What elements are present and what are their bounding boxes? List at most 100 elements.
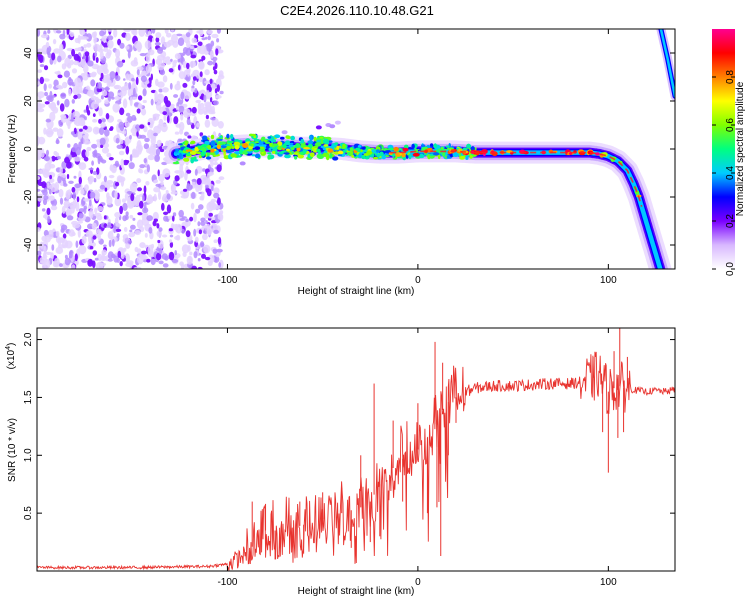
noise-blob xyxy=(56,138,59,145)
noise-blob xyxy=(139,164,146,169)
trace-speckle xyxy=(210,134,215,140)
noise-blob xyxy=(148,227,153,234)
trace-speckle xyxy=(442,151,446,157)
noise-blob xyxy=(61,81,68,89)
noise-blob xyxy=(146,148,154,154)
noise-blob xyxy=(44,101,50,105)
trace-peak xyxy=(234,145,240,150)
colorbar-tick-label: 0.8 xyxy=(725,70,736,84)
noise-blob xyxy=(87,175,95,183)
noise-blob xyxy=(156,139,162,147)
noise-blob xyxy=(174,53,181,60)
noise-blob xyxy=(101,118,106,123)
trace-speckle xyxy=(254,153,261,159)
trace-speckle xyxy=(230,133,234,140)
noise-blob xyxy=(37,250,42,256)
trace-speckle xyxy=(267,152,272,155)
noise-blob xyxy=(40,34,49,39)
noise-blob xyxy=(44,234,51,243)
noise-blob xyxy=(204,184,209,189)
noise-blob xyxy=(152,147,157,156)
noise-blob xyxy=(81,149,87,159)
trace-peak xyxy=(185,149,193,152)
trace-speckle xyxy=(235,155,242,158)
noise-blob xyxy=(172,215,175,222)
trace-speckle xyxy=(411,143,415,149)
noise-blob xyxy=(39,64,45,68)
noise-blob xyxy=(124,193,129,201)
noise-blob xyxy=(84,116,87,121)
noise-blob xyxy=(158,190,162,200)
noise-blob xyxy=(40,260,45,264)
snr-y-tick-label: 2.0 xyxy=(23,332,34,346)
noise-blob xyxy=(125,262,133,268)
noise-blob xyxy=(191,178,197,182)
noise-blob xyxy=(208,212,213,217)
noise-blob xyxy=(163,211,169,215)
trace-peak xyxy=(216,144,221,150)
trace-peak xyxy=(634,190,639,194)
noise-blob xyxy=(196,122,201,128)
noise-blob xyxy=(204,80,211,84)
noise-blob xyxy=(142,88,147,97)
noise-blob xyxy=(199,132,204,137)
trace-speckle xyxy=(190,140,196,144)
noise-blob xyxy=(77,228,81,238)
trace-speckle xyxy=(445,145,450,148)
noise-blob xyxy=(56,156,61,160)
noise-blob xyxy=(193,228,197,237)
snr-scale-label: (x104) xyxy=(5,343,17,370)
noise-blob xyxy=(152,211,159,221)
colorbar-gradient xyxy=(712,29,735,269)
noise-blob xyxy=(155,78,159,87)
noise-blob xyxy=(114,217,119,226)
noise-blob xyxy=(212,66,216,71)
noise-blob xyxy=(157,239,161,244)
noise-blob xyxy=(144,233,148,238)
noise-blob xyxy=(88,208,94,219)
noise-blob xyxy=(96,87,103,93)
trace-speckle xyxy=(284,140,291,146)
snr-scale-exponent: 4 xyxy=(5,346,12,350)
noise-blob xyxy=(159,69,166,76)
noise-blob xyxy=(166,32,172,38)
noise-blob xyxy=(42,198,48,206)
noise-blob xyxy=(144,40,152,50)
noise-blob xyxy=(141,194,145,202)
noise-blob xyxy=(54,181,60,191)
noise-blob xyxy=(174,250,177,256)
noise-blob xyxy=(201,37,206,41)
noise-blob xyxy=(127,87,134,98)
noise-blob xyxy=(202,230,207,234)
noise-blob xyxy=(129,214,134,219)
noise-blob xyxy=(154,179,159,183)
noise-blob xyxy=(153,187,161,193)
noise-blob xyxy=(209,78,213,85)
trace-peak xyxy=(401,152,406,158)
trace-speckle xyxy=(174,151,179,154)
noise-blob xyxy=(96,65,104,75)
noise-blob xyxy=(140,254,148,260)
noise-blob xyxy=(114,160,119,166)
noise-blob xyxy=(85,150,90,158)
noise-blob xyxy=(71,99,76,104)
trace-peak xyxy=(285,148,291,152)
noise-blob xyxy=(216,38,220,43)
noise-blob xyxy=(114,85,120,90)
noise-blob xyxy=(87,109,91,116)
noise-blob xyxy=(83,156,89,162)
spectrogram-y-tick-label: -40 xyxy=(23,237,34,252)
noise-blob xyxy=(128,232,136,238)
noise-blob xyxy=(182,61,188,69)
noise-blob xyxy=(131,77,135,82)
noise-blob xyxy=(91,101,99,110)
noise-blob xyxy=(82,125,88,130)
noise-blob xyxy=(199,61,204,69)
trace-speckle xyxy=(334,142,339,145)
trace-speckle xyxy=(289,141,295,144)
noise-blob xyxy=(207,108,215,115)
noise-blob xyxy=(166,204,172,214)
trace-speckle xyxy=(200,151,206,157)
trace-peak xyxy=(242,143,249,148)
noise-blob xyxy=(80,58,87,68)
